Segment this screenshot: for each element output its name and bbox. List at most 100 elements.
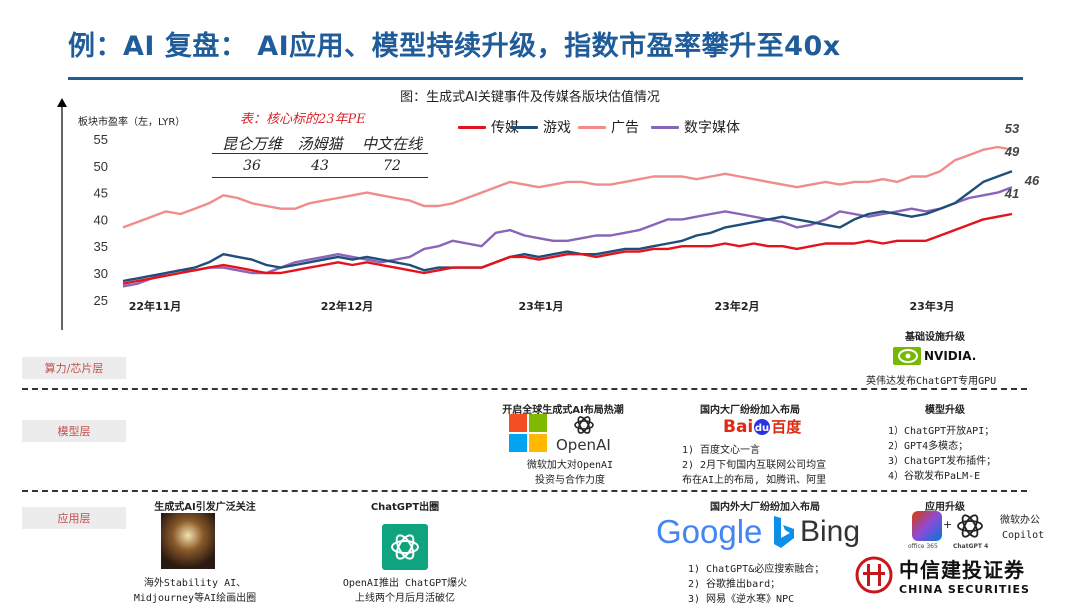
pe-value: 36 [243,158,261,174]
openai-logo-icon [574,416,594,434]
legend-label: 游戏 [543,120,571,136]
nvidia-eye-icon [893,347,921,365]
y-tick-label: 50 [94,159,108,174]
event-title: ChatGPT出圈 [370,502,440,513]
x-tick-label: 23年3月 [910,299,955,313]
page-title: 例：AI 复盘： AI应用、模型持续升级，指数市盈率攀升至40x [68,31,841,62]
y-tick-label: 45 [94,186,108,201]
legend-swatch [578,125,606,129]
data-label: 46 [1024,173,1040,188]
pe-value: 72 [383,158,401,174]
csc-name-en: CHINA SECURITIES [899,583,1030,596]
pe-header: 昆仑万维 [221,135,282,153]
y-axis-arrow [57,98,67,107]
y-tick-label: 40 [94,212,108,227]
bing-logo: Bing [770,514,860,550]
layer-divider [22,490,1027,492]
event-bullet: 布在AI上的布局, 如腾讯、阿里 [682,475,827,486]
pe-table-rule [212,177,428,178]
event-title: 基础设施升级 [905,332,965,343]
event-title: 开启全球生成式AI布局热潮 [502,405,624,416]
pe-table-rule [212,153,428,154]
chatgpt4-label: ChatGPT 4 [953,543,989,550]
google-logo: Google [656,513,763,550]
data-label: 41 [1004,186,1019,201]
y-tick-label: 25 [94,293,108,308]
event-caption: 微软加大对OpenAI [526,460,614,471]
microsoft-logo-icon [509,414,547,452]
china-securities-logo: 中信建投证券 CHINA SECURITIES [855,554,1030,596]
event-caption: 投资与合作力度 [535,475,605,486]
pe-header: 汤姆猫 [297,135,343,153]
legend-swatch [458,125,486,129]
data-label: 49 [1004,144,1020,159]
y-tick-label: 55 [94,132,108,147]
chatgpt-logo-icon [382,524,428,570]
event-bullet: 3）ChatGPT发布插件； [888,456,997,467]
legend-swatch [651,125,679,129]
legend-label: 广告 [611,120,639,136]
layer-label-app: 应用层 [22,507,126,529]
x-tick-label: 22年12月 [321,299,374,313]
event-bullet: 2) 2月下旬国内互联网公司均宣 [682,460,827,471]
series-line-2 [122,145,1013,229]
event-bullet: 2）GPT4多模态； [888,441,969,452]
series-line-1 [122,170,1013,283]
layer-label-model: 模型层 [22,420,126,442]
y-tick-label: 30 [94,266,108,281]
office365-label: office 365 [908,543,938,550]
pe-table-title: 表：核心标的23年PE [240,112,366,127]
data-label: 53 [1005,121,1020,136]
layer-divider [22,388,1027,390]
csc-name-cn: 中信建投证券 [899,558,1025,582]
legend-item-media: 传媒 [458,117,519,137]
event-caption: 英伟达发布ChatGPT专用GPU [866,376,997,387]
event-bullet: 1) 百度文心一言 [682,445,761,456]
event-title: 应用升级 [925,502,965,513]
nvidia-wordmark: NVIDIA. [924,349,977,363]
legend-item-game: 游戏 [510,117,571,137]
svg-text:du: du [755,423,769,434]
event-caption: 微软办公 [1000,515,1040,526]
event-caption: Midjourney等AI绘画出圈 [133,593,257,604]
event-caption: Copilot [1002,530,1045,541]
nvidia-logo: NVIDIA. [893,345,976,367]
event-bullet: 1) ChatGPT&必应搜索融合； [688,564,825,575]
x-tick-label: 23年1月 [519,299,564,313]
event-title: 国内大厂纷纷加入布局 [700,405,800,416]
event-caption: 海外Stability AI、 [143,578,247,589]
legend-label: 传媒 [491,120,519,136]
y-tick-label: 35 [94,239,108,254]
x-tick-label: 23年2月 [715,299,760,313]
chart-title: 图：生成式AI关键事件及传媒各版块估值情况 [400,90,660,105]
line-chart: 板块市盈率（左，LYR） 25 30 35 40 45 50 55 22年11月 22年12月 23… [57,98,1040,330]
legend-item-digital: 数字媒体 [651,117,740,137]
plus-icon: + [943,518,953,531]
title-divider [68,77,1023,80]
event-caption: 上线两个月后月活破亿 [355,593,455,604]
legend-label: 数字媒体 [684,120,740,136]
layer-label-compute: 算力/芯片层 [22,357,126,379]
office365-logo-icon [912,511,942,541]
event-title: 模型升级 [925,405,965,416]
legend-item-ads: 广告 [578,117,639,137]
event-bullet: 4）谷歌发布PaLM-E [888,471,981,482]
event-title: 生成式AI引发广泛关注 [154,502,256,513]
series-line-0 [122,212,1013,285]
baidu-logo: Bai du 百度 [723,416,802,437]
legend-swatch [510,125,538,129]
pe-value: 43 [311,158,329,174]
openai-wordmark: OpenAI [556,436,611,454]
chatgpt4-logo-icon [957,514,983,538]
ai-painting-image [161,513,215,569]
event-bullet: 1）ChatGPT开放API； [888,426,995,437]
x-tick-label: 22年11月 [129,299,182,313]
event-bullet: 2) 谷歌推出bard； [688,579,781,590]
bing-b-icon [774,516,794,548]
pe-header: 中文在线 [361,135,422,153]
event-bullet: 3) 网易《逆水寒》NPC [688,594,795,605]
baidu-paw-icon: du [754,418,771,435]
csc-emblem-icon [855,556,893,594]
event-caption: OpenAI推出 ChatGPT爆火 [342,578,468,589]
event-title: 国内外大厂纷纷加入布局 [710,502,820,513]
